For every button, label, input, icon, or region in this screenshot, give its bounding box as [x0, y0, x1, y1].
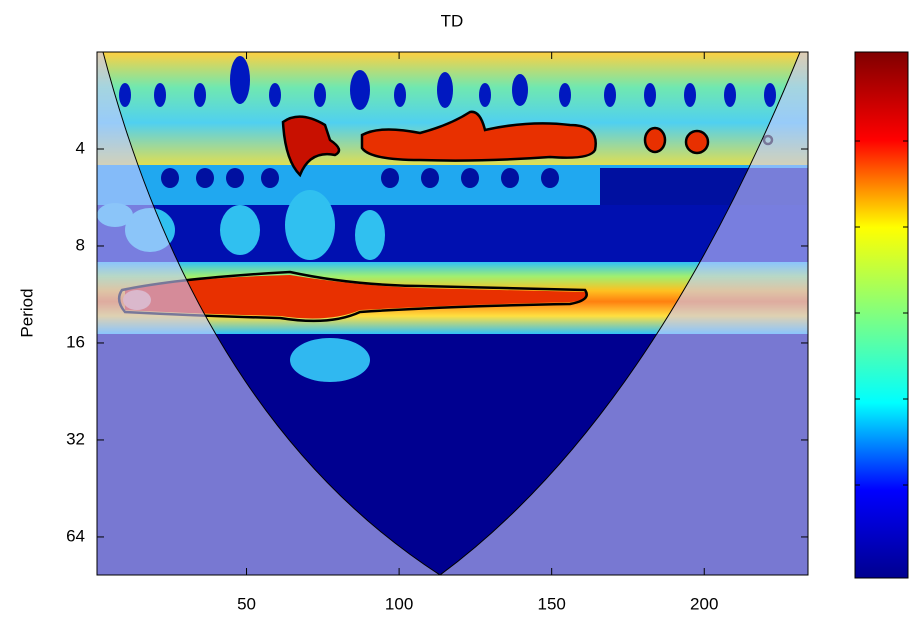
- y-tick-label: 4: [76, 138, 85, 157]
- x-tick-label: 200: [690, 594, 718, 613]
- x-tick-label: 150: [537, 594, 565, 613]
- colorbar-ticks: [855, 140, 908, 486]
- colorbar: [854, 51, 909, 579]
- x-tick-label: 100: [385, 594, 413, 613]
- y-tick-label: 32: [66, 429, 85, 448]
- chart-title: TD: [441, 11, 464, 30]
- plot-frame: [96, 51, 809, 576]
- x-tick-label: 50: [237, 594, 256, 613]
- y-tick-label: 64: [66, 526, 85, 545]
- y-tick-label: 8: [76, 235, 85, 254]
- y-axis-label: Period: [17, 288, 36, 337]
- wavelet-field: [97, 52, 808, 575]
- y-tick-label: 16: [66, 332, 85, 351]
